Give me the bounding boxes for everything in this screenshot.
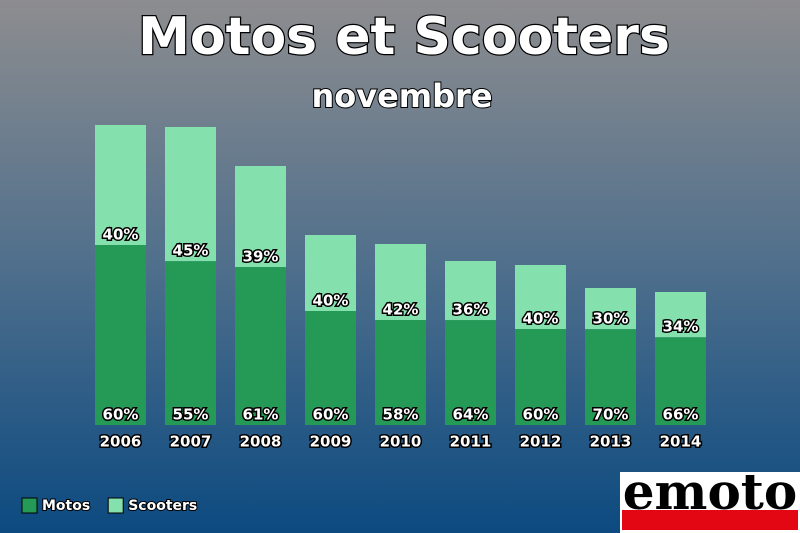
data-label: 39% (243, 248, 279, 266)
legend-swatch (107, 497, 124, 514)
data-label: 60% (103, 406, 139, 424)
data-label: 66% (663, 406, 699, 424)
data-label: 70% (593, 406, 629, 424)
bar-segment (305, 235, 356, 311)
logo-band (622, 510, 798, 530)
data-label: 60% (523, 406, 559, 424)
data-label: 40% (103, 226, 139, 244)
bar-segment (515, 265, 566, 329)
bar-segment (165, 261, 216, 425)
bar-segment (585, 329, 636, 425)
x-tick-label: 2009 (310, 433, 352, 451)
x-tick-label: 2007 (170, 433, 212, 451)
data-label: 45% (173, 242, 209, 260)
bar-segment (445, 261, 496, 321)
legend-label: Scooters (128, 498, 197, 514)
data-label: 64% (453, 406, 489, 424)
data-label: 40% (313, 292, 349, 310)
bar-segment (515, 329, 566, 425)
bar-segment (95, 125, 146, 245)
logo-text: emoto (623, 462, 798, 521)
x-tick-label: 2011 (450, 433, 492, 451)
data-label: 60% (313, 406, 349, 424)
bar-segment (655, 292, 706, 338)
bar-segment (585, 288, 636, 330)
bar-segment (305, 311, 356, 425)
x-tick-label: 2014 (660, 433, 702, 451)
data-label: 30% (593, 310, 629, 328)
logo: emoto (620, 462, 800, 533)
bar-segment (95, 245, 146, 425)
data-label: 42% (383, 301, 419, 319)
x-tick-label: 2012 (520, 433, 562, 451)
chart-subtitle: novembre (311, 77, 492, 115)
x-tick-label: 2008 (240, 433, 282, 451)
data-label: 55% (173, 406, 209, 424)
data-label: 58% (383, 406, 419, 424)
data-label: 36% (453, 301, 489, 319)
bar-segment (235, 267, 286, 425)
chart-title: Motos et Scooters (138, 7, 670, 67)
legend-label: Motos (42, 498, 90, 514)
bar-segment (655, 337, 706, 425)
bar-segment (445, 320, 496, 425)
bar-segment (375, 320, 426, 425)
data-label: 40% (523, 310, 559, 328)
x-tick-label: 2006 (100, 433, 142, 451)
legend-swatch (21, 497, 38, 514)
data-label: 34% (663, 318, 699, 336)
x-tick-label: 2013 (590, 433, 632, 451)
x-tick-label: 2010 (380, 433, 422, 451)
bar-segment (165, 127, 216, 262)
bar-segment (375, 244, 426, 321)
bar-segment (235, 166, 286, 268)
data-label: 61% (243, 406, 279, 424)
